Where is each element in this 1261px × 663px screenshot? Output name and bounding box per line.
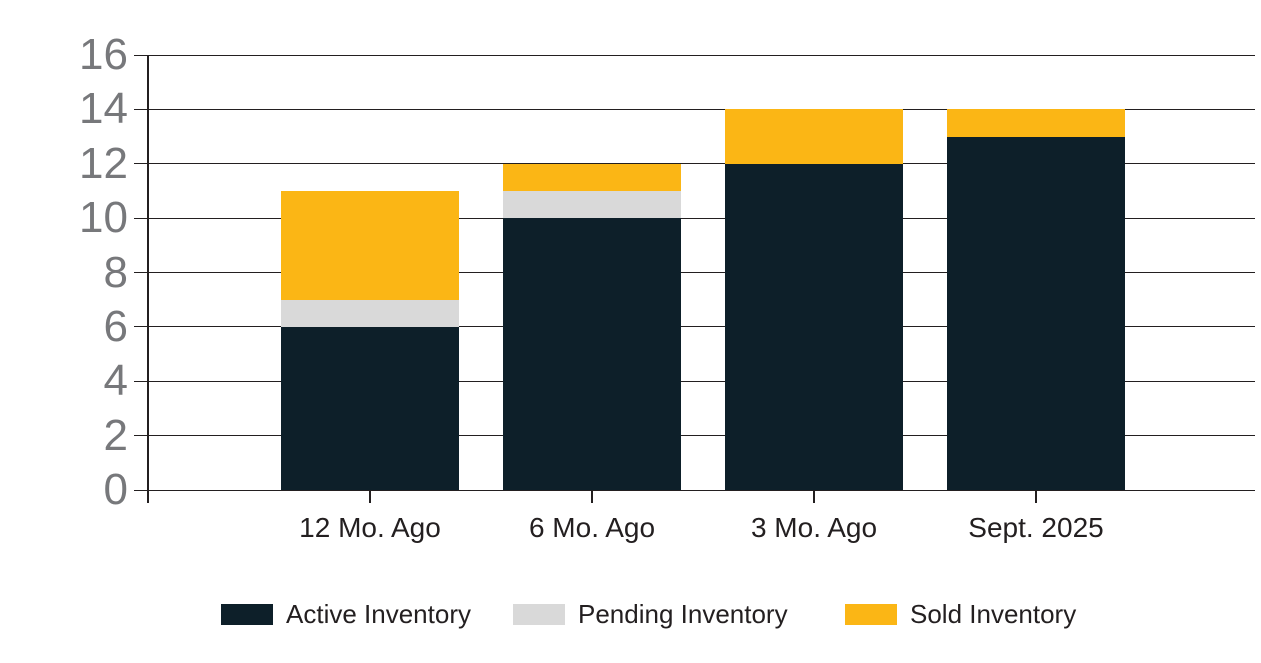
x-tick-label: 6 Mo. Ago: [528, 512, 656, 543]
bar-segment-active-inventory: [281, 326, 459, 490]
gridline-y-4: [134, 380, 1255, 382]
bar-segment-sold-inventory: [281, 190, 459, 300]
y-tick-label: 2: [103, 410, 128, 460]
legend-swatch: [845, 603, 897, 625]
y-tick-label: 10: [79, 193, 128, 243]
bar-segment-sold-inventory: [725, 109, 903, 164]
legend-item-active-inventory: Active Inventory: [221, 601, 471, 627]
bar-segment-pending-inventory: [503, 190, 681, 219]
x-tick-label: Sept. 2025: [968, 512, 1104, 543]
x-tick-label: 3 Mo. Ago: [750, 512, 878, 543]
y-tick-label: 12: [79, 138, 128, 188]
legend-swatch: [513, 603, 565, 625]
legend-swatch: [221, 603, 273, 625]
gridline-y-0: [134, 489, 1255, 491]
y-tick-label: 16: [79, 30, 128, 79]
bar-segment-sold-inventory: [503, 163, 681, 191]
x-tick: [591, 490, 593, 503]
gridline-y-8: [134, 272, 1255, 273]
bar-segment-active-inventory: [947, 136, 1125, 490]
x-tick: [813, 490, 815, 503]
y-tick-label: 14: [79, 84, 128, 134]
bar-segment-active-inventory: [725, 163, 903, 490]
gridline-y-2: [134, 435, 1255, 437]
y-tick-label: 8: [103, 247, 128, 297]
gridline-y-10: [134, 217, 1255, 219]
gridline-y-14: [134, 108, 1255, 110]
legend-label: Active Inventory: [286, 599, 471, 629]
x-tick-label: 12 Mo. Ago: [299, 512, 441, 543]
bar-segment-active-inventory: [503, 218, 681, 490]
x-tick: [369, 490, 371, 503]
bar-segment-sold-inventory: [947, 109, 1125, 137]
y-tick-label: 0: [103, 465, 128, 514]
legend-label: Pending Inventory: [578, 599, 788, 629]
x-tick: [1035, 490, 1037, 503]
gridline-y-6: [134, 326, 1255, 328]
legend-item-sold-inventory: Sold Inventory: [845, 601, 1076, 627]
y-axis-line: [147, 55, 149, 503]
legend-item-pending-inventory: Pending Inventory: [513, 601, 788, 627]
bar-segment-pending-inventory: [281, 299, 459, 327]
gridline-y-16: [134, 54, 1255, 56]
legend-label: Sold Inventory: [910, 599, 1077, 629]
gridline-y-12: [134, 163, 1255, 165]
y-tick-label: 4: [103, 356, 128, 406]
y-tick-label: 6: [103, 301, 128, 351]
